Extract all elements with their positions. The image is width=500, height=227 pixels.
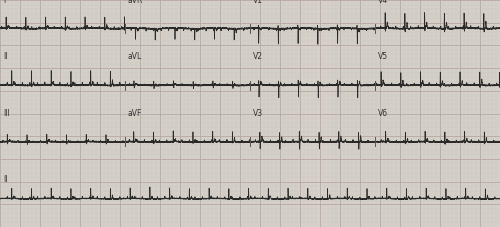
- Text: I: I: [3, 0, 5, 5]
- Text: II: II: [3, 52, 8, 62]
- Text: V6: V6: [378, 109, 388, 118]
- Text: V3: V3: [253, 109, 263, 118]
- Text: aVF: aVF: [128, 109, 142, 118]
- Text: aVL: aVL: [128, 52, 142, 62]
- Text: V4: V4: [378, 0, 388, 5]
- Text: II: II: [3, 175, 8, 184]
- Text: V1: V1: [253, 0, 263, 5]
- Bar: [300, 0, 330, 227]
- Text: V5: V5: [378, 52, 388, 62]
- Text: V2: V2: [253, 52, 263, 62]
- Text: aVR: aVR: [128, 0, 144, 5]
- Text: III: III: [3, 109, 10, 118]
